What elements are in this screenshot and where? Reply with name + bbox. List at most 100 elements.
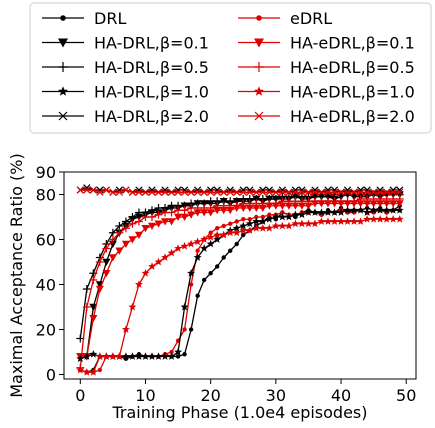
data-point xyxy=(213,230,222,239)
data-point xyxy=(254,214,259,220)
data-point xyxy=(76,354,85,363)
series-5 xyxy=(76,195,404,372)
data-point xyxy=(363,215,372,223)
data-point xyxy=(141,352,150,360)
data-point xyxy=(284,212,293,221)
data-point xyxy=(148,213,156,221)
data-point xyxy=(363,188,371,196)
data-point xyxy=(337,217,346,225)
data-point xyxy=(260,214,266,220)
data-point xyxy=(102,258,111,266)
data-point xyxy=(161,218,170,226)
data-point xyxy=(109,188,117,196)
data-point xyxy=(395,206,404,214)
data-point xyxy=(167,218,176,226)
data-point xyxy=(350,197,359,206)
data-point xyxy=(245,204,254,212)
data-point xyxy=(194,188,202,196)
data-point xyxy=(89,186,97,194)
data-point xyxy=(265,215,274,223)
data-point xyxy=(376,215,385,223)
data-point xyxy=(272,188,280,196)
legend-label: HA-DRL,β=0.1 xyxy=(94,34,209,53)
x-ticks: 0 10 20 30 40 50 xyxy=(75,379,416,405)
data-point xyxy=(252,204,261,212)
data-point xyxy=(330,217,339,225)
data-point xyxy=(95,258,104,266)
legend-label: DRL xyxy=(94,9,126,28)
data-point xyxy=(280,210,285,215)
data-point xyxy=(246,188,254,196)
data-point xyxy=(154,210,163,219)
data-point xyxy=(154,352,163,360)
data-point xyxy=(182,327,187,332)
data-point xyxy=(376,200,385,208)
data-point xyxy=(174,244,183,252)
data-point xyxy=(195,248,200,253)
data-point xyxy=(95,352,104,360)
data-point xyxy=(128,352,137,360)
data-point xyxy=(369,200,378,208)
data-point xyxy=(83,186,91,194)
data-point xyxy=(298,188,306,196)
data-point xyxy=(389,215,398,223)
data-point xyxy=(239,221,248,230)
data-point xyxy=(252,188,260,196)
legend-marker xyxy=(60,15,66,21)
x-tick-label: 50 xyxy=(396,386,416,405)
data-point xyxy=(278,221,287,230)
data-point xyxy=(187,188,195,196)
data-point xyxy=(232,201,241,210)
data-point xyxy=(304,202,313,210)
data-point xyxy=(102,352,111,360)
data-point xyxy=(284,221,293,230)
x-tick-label: 0 xyxy=(75,386,85,405)
data-point xyxy=(330,208,339,216)
legend-label: HA-eDRL,β=0.1 xyxy=(290,34,415,53)
data-point xyxy=(232,224,241,232)
data-point xyxy=(317,188,326,196)
data-point xyxy=(76,186,84,194)
data-point xyxy=(213,188,221,196)
x-tick-label: 20 xyxy=(200,386,220,405)
data-point xyxy=(167,352,176,360)
data-point xyxy=(134,231,143,239)
data-point xyxy=(363,208,372,216)
data-point xyxy=(128,219,137,228)
data-point xyxy=(364,205,370,211)
data-point xyxy=(267,212,272,217)
data-point xyxy=(188,282,194,287)
data-point xyxy=(219,230,228,239)
data-point xyxy=(148,262,156,270)
data-point xyxy=(252,224,261,232)
data-point xyxy=(148,188,156,196)
data-point xyxy=(207,188,215,196)
data-point xyxy=(258,224,267,232)
data-point xyxy=(239,204,248,212)
data-point xyxy=(369,206,378,214)
data-point xyxy=(382,206,391,214)
legend-marker xyxy=(58,62,68,72)
x-tick-label: 30 xyxy=(266,386,286,405)
data-point xyxy=(89,303,98,311)
legend-marker xyxy=(254,62,264,72)
data-point xyxy=(311,188,319,196)
data-point xyxy=(343,188,352,196)
data-point xyxy=(96,188,104,196)
data-point xyxy=(356,217,365,225)
data-point xyxy=(356,206,365,214)
data-point xyxy=(395,195,404,203)
data-point xyxy=(180,188,189,196)
series-7 xyxy=(76,215,404,376)
series-6 xyxy=(76,206,404,363)
data-point xyxy=(200,235,209,243)
data-point xyxy=(148,206,156,215)
data-point xyxy=(213,235,222,243)
data-point xyxy=(89,276,98,284)
data-point xyxy=(108,352,117,360)
data-point xyxy=(245,226,254,234)
data-point xyxy=(291,202,300,210)
data-point xyxy=(239,226,248,234)
data-point xyxy=(383,188,391,196)
series-line xyxy=(80,205,401,373)
